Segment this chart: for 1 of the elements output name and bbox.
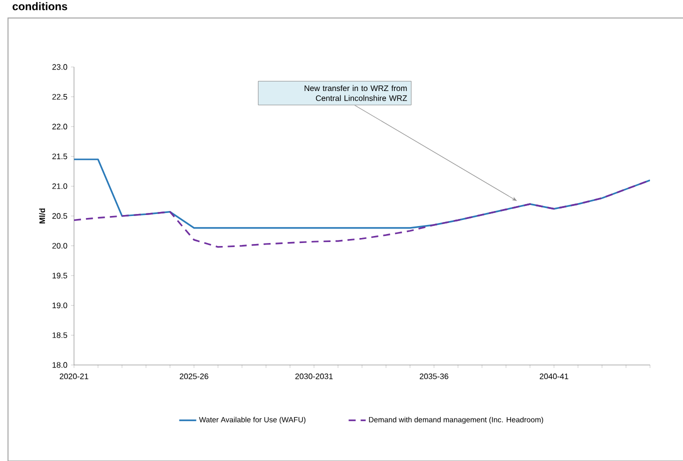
- chart-title: conditions: [12, 2, 68, 10]
